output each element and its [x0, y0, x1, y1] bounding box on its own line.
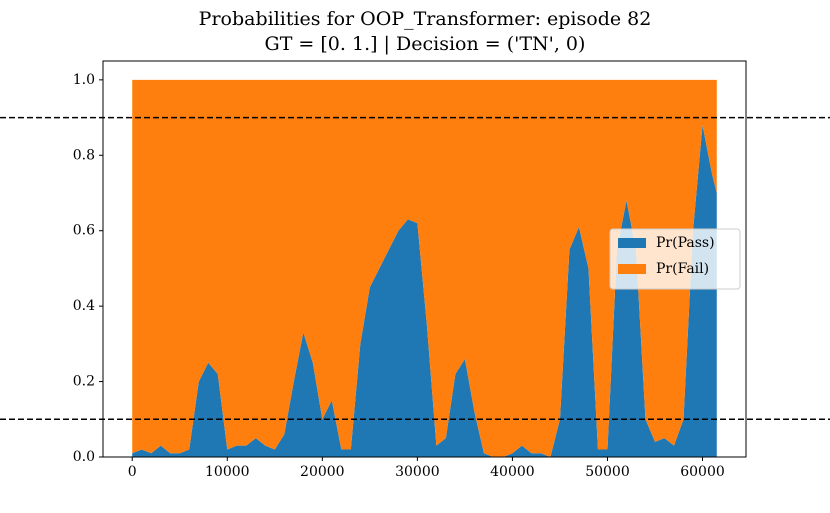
x-tick-label: 10000: [205, 464, 250, 480]
x-tick-label: 30000: [395, 464, 440, 480]
y-tick-label: 0.2: [73, 374, 95, 390]
legend-label: Pr(Fail): [656, 261, 709, 277]
legend-label: Pr(Pass): [656, 235, 715, 251]
x-tick-label: 0: [128, 464, 137, 480]
legend-swatch: [618, 238, 646, 248]
area: [132, 79, 717, 457]
x-tick-label: 20000: [300, 464, 345, 480]
x-tick-label: 60000: [680, 464, 725, 480]
legend-swatch: [618, 264, 646, 274]
y-tick-label: 0.8: [73, 147, 95, 163]
y-tick-label: 0.4: [73, 298, 95, 314]
chart-title: Probabilities for OOP_Transformer: episo…: [199, 8, 652, 30]
y-tick-label: 0.0: [73, 449, 95, 465]
chart-subtitle: GT = [0. 1.] | Decision = ('TN', 0): [265, 33, 586, 55]
y-tick-label: 0.6: [73, 223, 95, 239]
axes-frame: [102, 60, 747, 458]
y-tick-label: 1.0: [73, 72, 95, 88]
x-tick-label: 50000: [585, 464, 630, 480]
x-tick-label: 40000: [490, 464, 535, 480]
area: [132, 125, 717, 457]
